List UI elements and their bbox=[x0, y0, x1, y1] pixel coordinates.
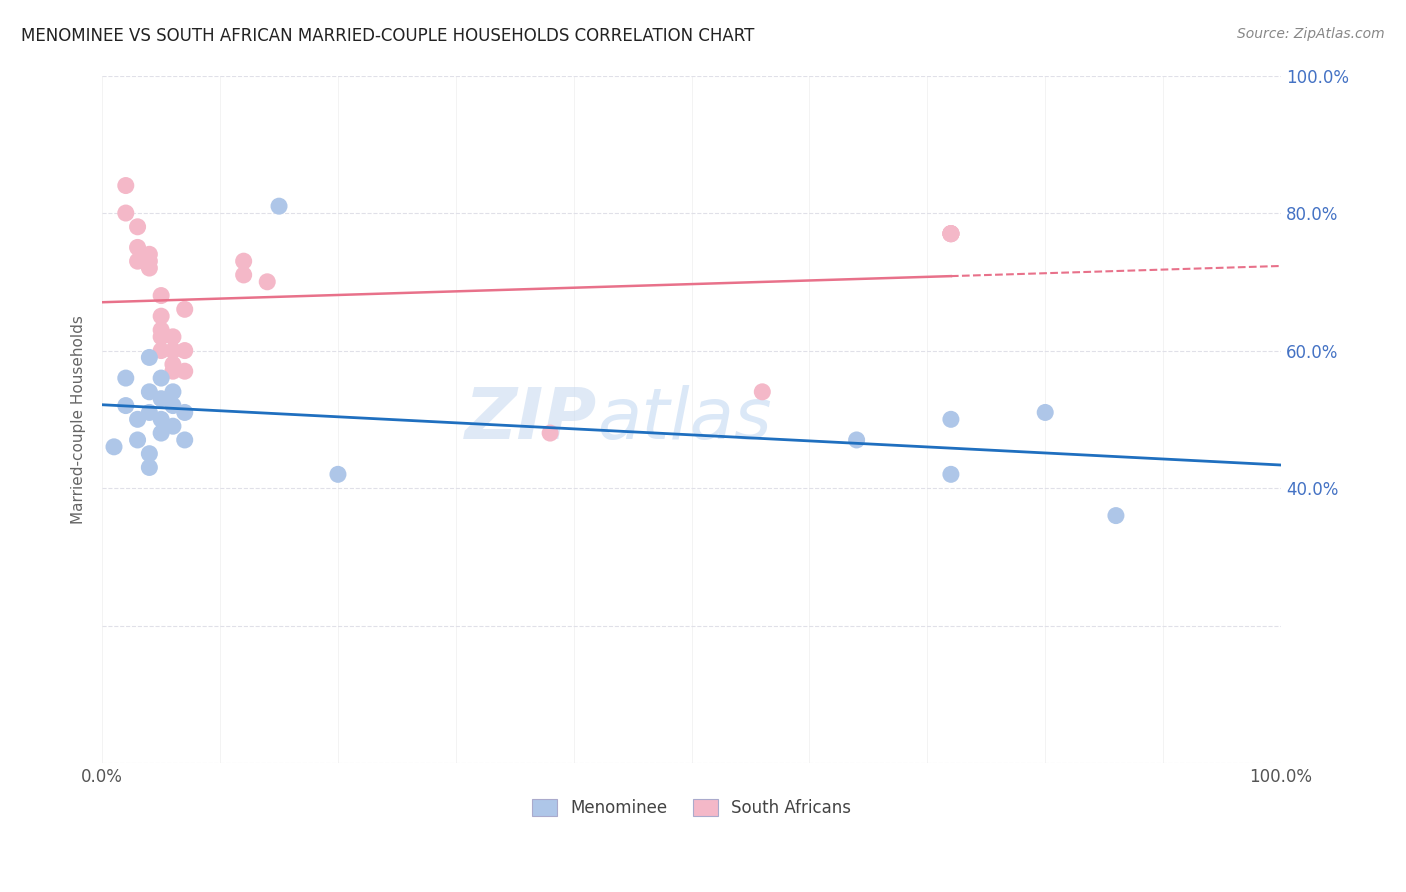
Point bbox=[939, 227, 962, 241]
Point bbox=[127, 433, 149, 447]
Point bbox=[114, 206, 136, 220]
Point bbox=[173, 302, 195, 317]
Point bbox=[939, 227, 962, 241]
Point bbox=[845, 433, 868, 447]
Text: atlas: atlas bbox=[598, 384, 772, 454]
Y-axis label: Married-couple Households: Married-couple Households bbox=[72, 315, 86, 524]
Point bbox=[162, 399, 184, 413]
Point bbox=[232, 254, 254, 268]
Point bbox=[138, 384, 160, 399]
Point bbox=[267, 199, 290, 213]
Point bbox=[114, 399, 136, 413]
Text: MENOMINEE VS SOUTH AFRICAN MARRIED-COUPLE HOUSEHOLDS CORRELATION CHART: MENOMINEE VS SOUTH AFRICAN MARRIED-COUPL… bbox=[21, 27, 755, 45]
Point bbox=[150, 426, 173, 441]
Point bbox=[127, 254, 149, 268]
Point bbox=[150, 323, 173, 337]
Point bbox=[150, 330, 173, 344]
Point bbox=[138, 254, 160, 268]
Point bbox=[150, 288, 173, 302]
Point bbox=[127, 412, 149, 426]
Point bbox=[173, 343, 195, 358]
Point bbox=[162, 330, 184, 344]
Point bbox=[162, 419, 184, 434]
Point bbox=[103, 440, 125, 454]
Text: Source: ZipAtlas.com: Source: ZipAtlas.com bbox=[1237, 27, 1385, 41]
Point bbox=[939, 412, 962, 426]
Point bbox=[138, 405, 160, 419]
Point bbox=[939, 227, 962, 241]
Point bbox=[138, 247, 160, 261]
Point bbox=[150, 412, 173, 426]
Point bbox=[326, 467, 349, 482]
Point bbox=[127, 219, 149, 234]
Point bbox=[939, 227, 962, 241]
Point bbox=[150, 392, 173, 406]
Point bbox=[173, 364, 195, 378]
Point bbox=[232, 268, 254, 282]
Text: ZIP: ZIP bbox=[465, 384, 598, 454]
Point bbox=[127, 240, 149, 254]
Point bbox=[138, 460, 160, 475]
Point bbox=[1105, 508, 1128, 523]
Point bbox=[150, 343, 173, 358]
Point bbox=[162, 364, 184, 378]
Point bbox=[939, 467, 962, 482]
Point bbox=[114, 178, 136, 193]
Point bbox=[538, 426, 561, 441]
Point bbox=[173, 433, 195, 447]
Point bbox=[173, 405, 195, 419]
Point bbox=[1033, 405, 1056, 419]
Point bbox=[138, 351, 160, 365]
Point bbox=[162, 343, 184, 358]
Point bbox=[150, 309, 173, 323]
Point bbox=[150, 371, 173, 385]
Legend: Menominee, South Africans: Menominee, South Africans bbox=[526, 792, 858, 823]
Point bbox=[162, 384, 184, 399]
Point bbox=[162, 357, 184, 371]
Point bbox=[751, 384, 773, 399]
Point bbox=[256, 275, 278, 289]
Point bbox=[138, 447, 160, 461]
Point bbox=[114, 371, 136, 385]
Point bbox=[138, 261, 160, 276]
